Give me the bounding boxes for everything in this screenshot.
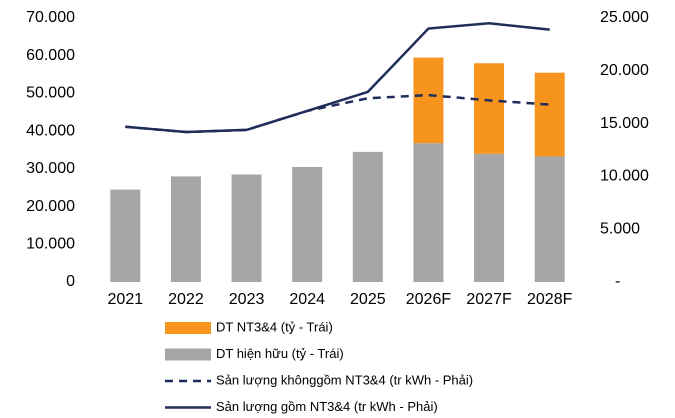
bar xyxy=(170,176,201,282)
bar xyxy=(534,72,565,157)
y-tick-label: 20.000 xyxy=(26,198,75,215)
y2-tick-label: - xyxy=(615,273,620,290)
bar xyxy=(474,153,505,282)
bar xyxy=(352,151,383,282)
bar xyxy=(534,156,565,282)
bar xyxy=(413,143,444,282)
legend-label: Sản lượng gồm NT3&4 (tr kWh - Phải) xyxy=(216,399,438,414)
legend-swatch xyxy=(165,348,211,361)
legend-label: DT NT3&4 (tỷ - Trái) xyxy=(216,319,333,334)
y-tick-label: 10.000 xyxy=(26,236,75,253)
bar xyxy=(292,166,323,282)
bar xyxy=(413,57,444,144)
x-tick-label: 2025 xyxy=(350,291,386,308)
y2-tick-label: 15.000 xyxy=(600,115,649,132)
x-tick-label: 2023 xyxy=(229,291,265,308)
bar xyxy=(110,189,141,282)
legend-swatch xyxy=(165,322,211,334)
y-tick-label: 50.000 xyxy=(26,85,75,102)
line xyxy=(125,22,550,134)
y2-tick-label: 10.000 xyxy=(600,168,649,185)
legend-label: Sản lượng khônggồm NT3&4 (tr kWh - Phải) xyxy=(216,372,473,387)
y-tick-label: 60.000 xyxy=(26,47,75,64)
x-tick-label: 2026F xyxy=(406,291,452,308)
y-tick-label: 30.000 xyxy=(26,160,75,177)
bar xyxy=(231,174,262,282)
bar xyxy=(474,63,505,154)
y2-tick-label: 5.000 xyxy=(600,220,640,237)
y-tick-label: 40.000 xyxy=(26,122,75,139)
x-tick-label: 2021 xyxy=(108,291,144,308)
y-tick-label: 70.000 xyxy=(26,9,75,26)
y2-tick-label: 20.000 xyxy=(600,62,649,79)
x-tick-label: 2027F xyxy=(466,291,512,308)
x-tick-label: 2024 xyxy=(289,291,325,308)
x-tick-label: 2022 xyxy=(168,291,204,308)
y2-tick-label: 25.000 xyxy=(600,9,649,26)
x-tick-label: 2028F xyxy=(527,291,573,308)
y-tick-label: 0 xyxy=(66,273,75,290)
legend-label: DT hiện hữu (tỷ - Trái) xyxy=(216,346,344,361)
